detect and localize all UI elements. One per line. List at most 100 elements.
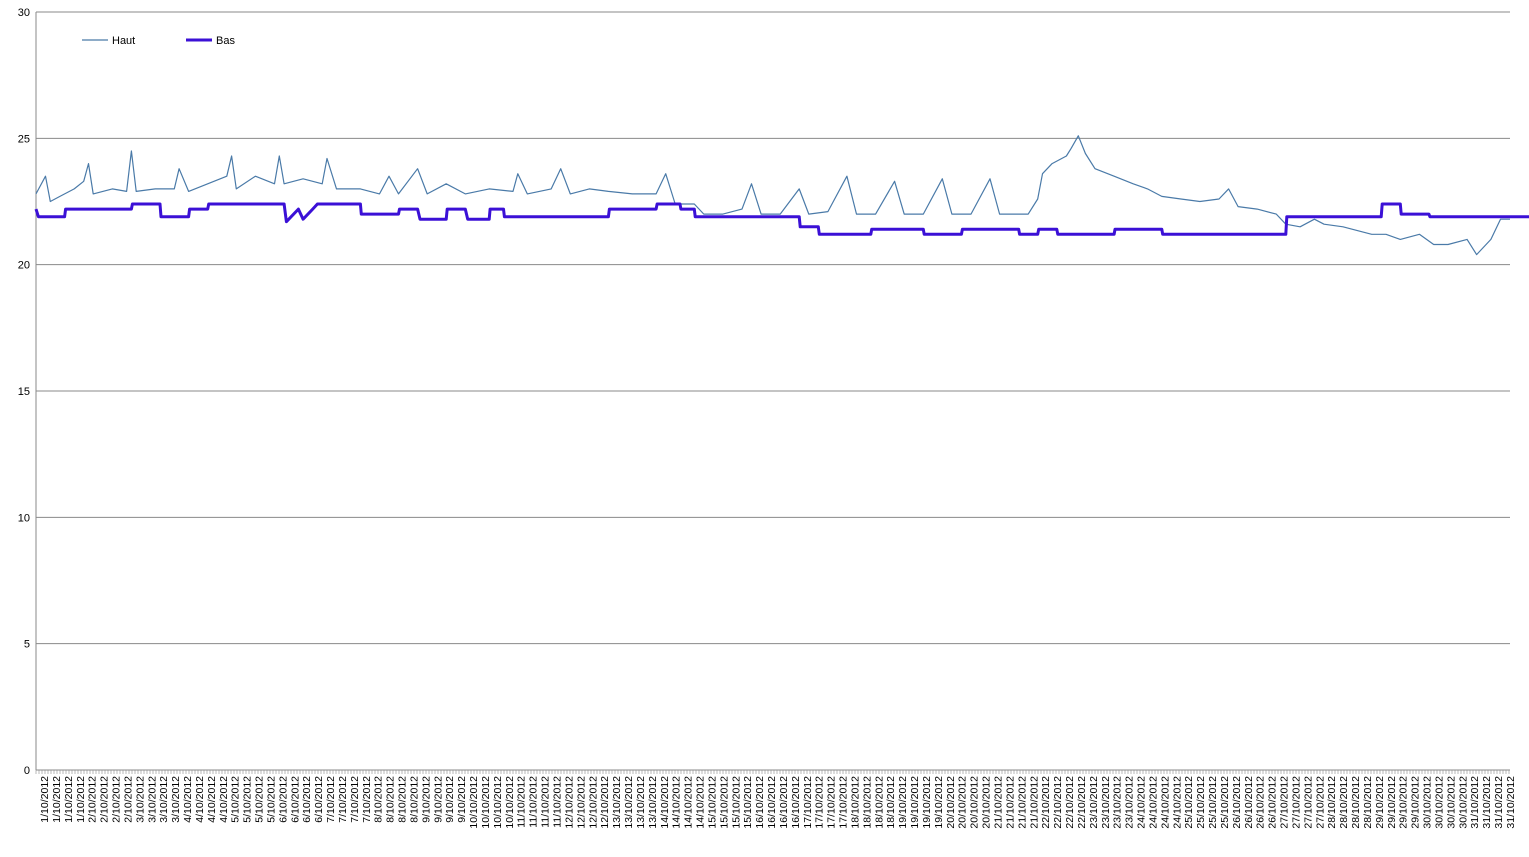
x-tick-label: 9/10/2012 (432, 776, 444, 823)
x-tick-label: 18/10/2012 (849, 776, 861, 829)
x-tick-label: 27/10/2012 (1302, 776, 1314, 829)
x-tick-label: 20/10/2012 (945, 776, 957, 829)
x-tick-label: 4/10/2012 (218, 776, 230, 823)
x-tick-label: 15/10/2012 (718, 776, 730, 829)
x-tick-label: 28/10/2012 (1350, 776, 1362, 829)
x-tick-label: 18/10/2012 (885, 776, 897, 829)
x-tick-label: 20/10/2012 (981, 776, 993, 829)
x-tick-label: 11/10/2012 (528, 776, 540, 828)
x-tick-label: 14/10/2012 (671, 776, 683, 829)
x-tick-label: 4/10/2012 (194, 776, 206, 823)
x-tick-label: 10/10/2012 (492, 776, 504, 829)
x-tick-label: 4/10/2012 (182, 776, 194, 823)
x-tick-label: 30/10/2012 (1445, 776, 1457, 829)
x-tick-label: 2/10/2012 (99, 776, 111, 823)
x-tick-label: 31/10/2012 (1493, 776, 1505, 829)
x-tick-label: 15/10/2012 (730, 776, 742, 829)
x-tick-label: 15/10/2012 (742, 776, 754, 829)
y-tick-label: 15 (18, 386, 30, 398)
x-tick-label: 27/10/2012 (1314, 776, 1326, 829)
x-tick-label: 30/10/2012 (1457, 776, 1469, 829)
x-tick-label: 5/10/2012 (230, 776, 242, 823)
x-tick-label: 19/10/2012 (933, 776, 945, 829)
x-tick-label: 20/10/2012 (969, 776, 981, 829)
x-tick-label: 12/10/2012 (587, 776, 599, 829)
x-tick-label: 13/10/2012 (623, 776, 635, 829)
x-tick-label: 17/10/2012 (814, 776, 826, 829)
x-tick-label: 6/10/2012 (313, 776, 325, 823)
y-tick-label: 20 (18, 260, 30, 272)
x-tick-label: 17/10/2012 (826, 776, 838, 829)
x-tick-label: 1/10/2012 (51, 776, 63, 823)
x-tick-label: 22/10/2012 (1076, 776, 1088, 829)
y-tick-label: 30 (18, 7, 30, 19)
x-tick-label: 1/10/2012 (75, 776, 87, 823)
legend: Haut Bas (82, 35, 235, 47)
x-tick-label: 7/10/2012 (349, 776, 361, 823)
x-tick-label: 21/10/2012 (992, 776, 1004, 829)
series-lines (34, 135, 1529, 256)
x-tick-label: 3/10/2012 (170, 776, 182, 823)
x-tick-label: 9/10/2012 (456, 776, 468, 823)
x-tick-label: 11/10/2012 (552, 776, 564, 828)
x-tick-label: 14/10/2012 (659, 776, 671, 829)
x-tick-label: 23/10/2012 (1124, 776, 1136, 829)
x-tick-label: 10/10/2012 (468, 776, 480, 829)
y-tick-label: 25 (18, 133, 30, 145)
x-tick-label: 11/10/2012 (516, 776, 528, 828)
x-tick-label: 1/10/2012 (39, 776, 51, 823)
x-tick-label: 5/10/2012 (254, 776, 266, 823)
x-tick-label: 29/10/2012 (1398, 776, 1410, 829)
x-tick-label: 21/10/2012 (1016, 776, 1028, 829)
x-tick-label: 1/10/2012 (63, 776, 75, 823)
x-tick-label: 7/10/2012 (361, 776, 373, 823)
x-tick-label: 17/10/2012 (838, 776, 850, 829)
x-tick-label: 8/10/2012 (373, 776, 385, 823)
x-tick-label: 16/10/2012 (766, 776, 778, 829)
x-tick-label: 23/10/2012 (1088, 776, 1100, 829)
x-tick-label: 12/10/2012 (563, 776, 575, 829)
x-tick-label: 29/10/2012 (1410, 776, 1422, 829)
x-tick-label: 21/10/2012 (1004, 776, 1016, 829)
x-tick-label: 2/10/2012 (111, 776, 123, 823)
x-tick-label: 24/10/2012 (1171, 776, 1183, 829)
x-tick-label: 6/10/2012 (301, 776, 313, 823)
x-tick-label: 31/10/2012 (1481, 776, 1493, 829)
x-tick-label: 4/10/2012 (206, 776, 218, 823)
x-tick-label: 13/10/2012 (611, 776, 623, 829)
x-tick-label: 29/10/2012 (1374, 776, 1386, 829)
y-tick-label: 5 (24, 639, 30, 651)
x-tick-label: 15/10/2012 (706, 776, 718, 829)
x-tick-label: 27/10/2012 (1290, 776, 1302, 829)
x-tick-label: 16/10/2012 (754, 776, 766, 829)
x-tick-label: 16/10/2012 (790, 776, 802, 829)
x-tick-label: 27/10/2012 (1279, 776, 1291, 829)
x-tick-label: 31/10/2012 (1469, 776, 1481, 829)
x-tick-label: 5/10/2012 (242, 776, 254, 823)
x-tick-label: 21/10/2012 (1028, 776, 1040, 829)
x-tick-label: 22/10/2012 (1052, 776, 1064, 829)
legend-label: Bas (216, 35, 235, 47)
x-tick-label: 13/10/2012 (635, 776, 647, 829)
x-tick-label: 28/10/2012 (1338, 776, 1350, 829)
x-tick-label: 12/10/2012 (575, 776, 587, 829)
x-tick-label: 5/10/2012 (265, 776, 277, 823)
x-tick-label: 10/10/2012 (480, 776, 492, 829)
x-tick-label: 8/10/2012 (408, 776, 420, 823)
x-tick-label: 30/10/2012 (1433, 776, 1445, 829)
x-tick-label: 31/10/2012 (1505, 776, 1517, 829)
x-tick-label: 13/10/2012 (647, 776, 659, 829)
x-tick-label: 19/10/2012 (897, 776, 909, 829)
x-tick-label: 3/10/2012 (158, 776, 170, 823)
x-tick-label: 22/10/2012 (1040, 776, 1052, 829)
x-tick-label: 23/10/2012 (1100, 776, 1112, 829)
x-tick-label: 29/10/2012 (1386, 776, 1398, 829)
x-tick-label: 8/10/2012 (397, 776, 409, 823)
x-tick-label: 14/10/2012 (683, 776, 695, 829)
x-tick-label: 28/10/2012 (1326, 776, 1338, 829)
x-tick-label: 3/10/2012 (146, 776, 158, 823)
x-tick-label: 12/10/2012 (599, 776, 611, 829)
x-tick-label: 26/10/2012 (1267, 776, 1279, 829)
x-tick-label: 14/10/2012 (695, 776, 707, 829)
